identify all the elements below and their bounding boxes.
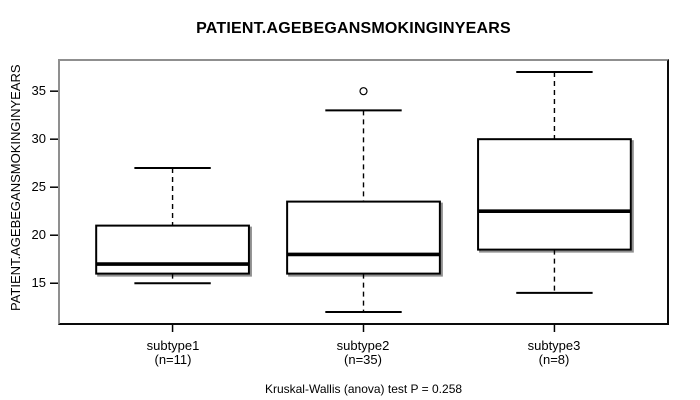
y-tick-label-35: 35 (31, 83, 46, 98)
x-label-subtype3: subtype3 (n=8) (479, 339, 629, 366)
x-label-subtype2: subtype2 (n=35) (288, 339, 438, 366)
stat-test-annotation: Kruskal-Wallis (anova) test P = 0.258 (264, 382, 463, 396)
group-n-label: (n=11) (154, 351, 192, 367)
y-axis-title-text: PATIENT.AGEBEGANSMOKINGINYEARS (8, 64, 23, 311)
group-n-label: (n=35) (344, 351, 382, 367)
group-label: subtype3 (527, 338, 581, 353)
y-tick-label-15: 15 (31, 275, 46, 290)
plot-frame (58, 59, 669, 325)
group-n-label: (n=8) (538, 351, 570, 367)
x-label-subtype1: subtype1 (n=11) (98, 339, 248, 366)
chart-title: PATIENT.AGEBEGANSMOKINGINYEARS (196, 20, 511, 37)
y-tick-label-25: 25 (31, 179, 46, 194)
group-label: subtype2 (336, 338, 390, 353)
y-tick-label-20: 20 (31, 227, 46, 242)
y-tick-label-30: 30 (31, 131, 46, 146)
group-label: subtype1 (146, 338, 200, 353)
